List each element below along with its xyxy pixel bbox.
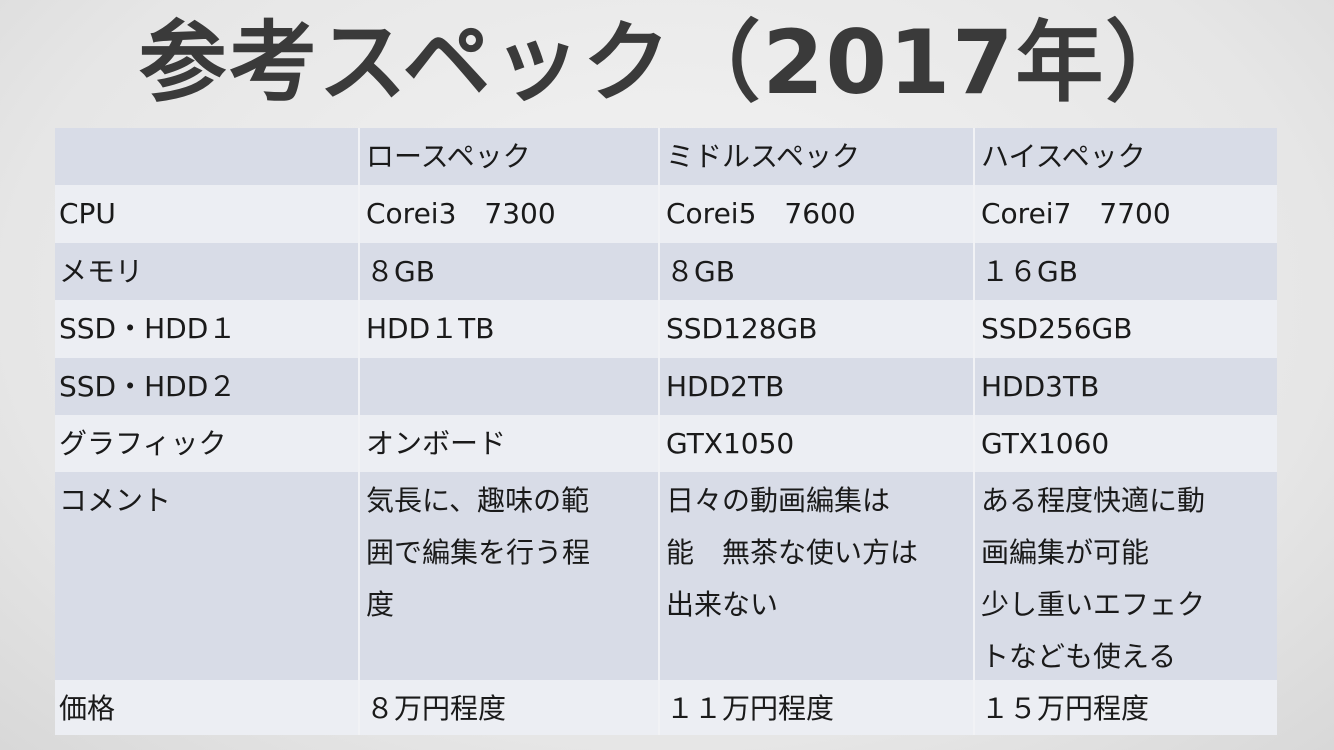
table-cell: Corei7 7700 — [973, 185, 1277, 243]
cell-line: トなども使える — [981, 640, 1177, 673]
cell-line: ある程度快適に動 — [981, 484, 1206, 517]
cell-line: 日々の動画編集は — [666, 484, 891, 517]
row-label: SSD・HDD１ — [55, 300, 358, 358]
table-cell: Corei5 7600 — [658, 185, 973, 243]
cell-line: 画編集が可能 — [981, 536, 1150, 569]
table-cell: Corei3 7300 — [358, 185, 658, 243]
row-label: グラフィック — [55, 415, 358, 472]
empty-cell — [358, 358, 658, 415]
slide-title: 参考スペック（2017年） — [138, 11, 1196, 114]
table-cell: HDD１TB — [358, 300, 658, 358]
table-cell: ８GB — [658, 243, 973, 300]
spec-table: ロースペック ミドルスペック ハイスペック CPU Corei3 7300 Corei5 … — [55, 128, 1277, 735]
table-cell: SSD256GB — [973, 300, 1277, 358]
table-cell: 日々の動画編集は能 無茶な使い方は 出来ない — [658, 472, 973, 680]
cell-line: 出来ない — [666, 588, 779, 621]
table-cell: HDD2TB — [658, 358, 973, 415]
cell-line: 少し重いエフェク — [981, 588, 1206, 621]
row-label: SSD・HDD２ — [55, 358, 358, 415]
table-cell: オンボード — [358, 415, 658, 472]
table-cell: １５万円程度 — [973, 680, 1277, 735]
table-cell: SSD128GB — [658, 300, 973, 358]
row-label: CPU — [55, 185, 358, 243]
header-cell: ハイスペック — [973, 128, 1277, 185]
header-cell: ミドルスペック — [658, 128, 973, 185]
table-cell: ８万円程度 — [358, 680, 658, 735]
table-cell: ８GB — [358, 243, 658, 300]
header-cell: ロースペック — [358, 128, 658, 185]
cell-line: 能 無茶な使い方は — [666, 536, 919, 569]
table-cell: １１万円程度 — [658, 680, 973, 735]
table-cell: １６GB — [973, 243, 1277, 300]
cell-line: 気長に、趣味の範 — [366, 484, 590, 517]
table-cell: 気長に、趣味の範 囲で編集を行う程度 — [358, 472, 658, 680]
row-label: メモリ — [55, 243, 358, 300]
header-cell — [55, 128, 358, 185]
cell-line: 度 — [366, 588, 395, 621]
table-cell: GTX1060 — [973, 415, 1277, 472]
table-cell: GTX1050 — [658, 415, 973, 472]
row-label: 価格 — [55, 680, 358, 735]
cell-line: 囲で編集を行う程 — [366, 536, 591, 569]
row-label: コメント — [55, 472, 358, 680]
table-cell: HDD3TB — [973, 358, 1277, 415]
table-cell: ある程度快適に動 画編集が可能少し重いエフェク トなども使える — [973, 472, 1277, 680]
